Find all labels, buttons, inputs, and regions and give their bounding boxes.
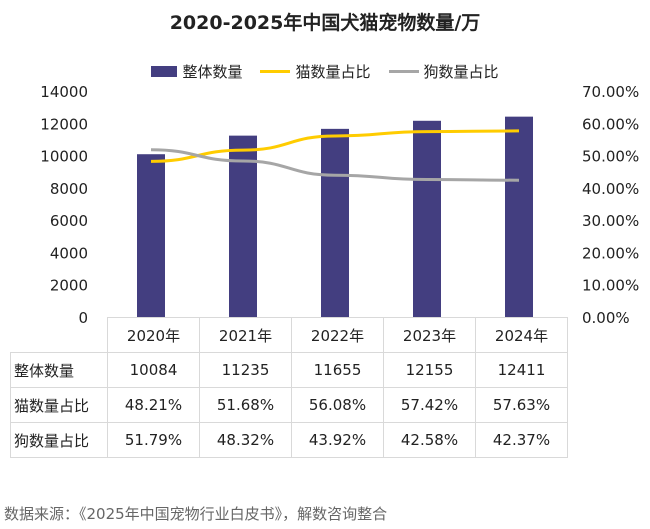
bar bbox=[321, 128, 349, 317]
table-cell: 10084 bbox=[107, 352, 200, 388]
table-cell: 43.92% bbox=[291, 422, 384, 458]
left-axis-tick-label: 2000 bbox=[50, 277, 88, 295]
legend-item-cat: 猫数量占比 bbox=[260, 61, 371, 82]
source-note: 数据来源：《2025年中国宠物行业白皮书》，解数咨询整合 bbox=[4, 505, 388, 523]
table-cell: 48.32% bbox=[199, 422, 292, 458]
right-axis-tick-label: 50.00% bbox=[582, 148, 639, 166]
row-label: 狗数量占比 bbox=[10, 422, 108, 458]
legend-item-total: 整体数量 bbox=[151, 61, 242, 82]
data-table: 2020年 2021年 2022年 2023年 2024年 整体数量 10084… bbox=[10, 317, 568, 458]
bar bbox=[505, 116, 533, 317]
line-series-dog bbox=[150, 148, 520, 182]
bar bbox=[137, 154, 165, 317]
table-cell: 11235 bbox=[199, 352, 292, 388]
table-cell: 51.68% bbox=[199, 387, 292, 423]
table-row: 猫数量占比 48.21% 51.68% 56.08% 57.42% 57.63% bbox=[10, 387, 568, 423]
row-label: 猫数量占比 bbox=[10, 387, 108, 423]
table-header-cell: 2021年 bbox=[199, 317, 292, 353]
legend-label: 猫数量占比 bbox=[295, 63, 371, 81]
right-axis-tick-label: 20.00% bbox=[582, 244, 639, 262]
table-header-cell: 2020年 bbox=[107, 317, 200, 353]
right-axis-tick-label: 10.00% bbox=[582, 277, 639, 295]
left-axis-tick-label: 12000 bbox=[40, 115, 88, 133]
table-cell: 48.21% bbox=[107, 387, 200, 423]
line-series-cat bbox=[150, 129, 520, 163]
left-axis-tick-label: 0 bbox=[78, 309, 88, 327]
table-cell: 51.79% bbox=[107, 422, 200, 458]
table-header-row: 2020年 2021年 2022年 2023年 2024年 bbox=[11, 317, 568, 353]
legend-item-dog: 狗数量占比 bbox=[388, 61, 499, 82]
bar bbox=[229, 135, 257, 317]
legend-swatch bbox=[151, 66, 178, 77]
table-header-cell: 2022年 bbox=[291, 317, 384, 353]
row-label: 整体数量 bbox=[10, 352, 108, 388]
table-row: 整体数量 10084 11235 11655 12155 12411 bbox=[10, 352, 568, 388]
legend-swatch bbox=[260, 70, 291, 73]
left-axis-tick-label: 10000 bbox=[40, 148, 88, 166]
chart-title: 2020-2025年中国犬猫宠物数量/万 bbox=[169, 12, 481, 34]
legend: 整体数量 猫数量占比 狗数量占比 bbox=[0, 61, 650, 82]
table-cell: 11655 bbox=[291, 352, 384, 388]
right-axis-tick-label: 60.00% bbox=[582, 115, 639, 133]
left-axis-tick-label: 14000 bbox=[40, 83, 88, 101]
right-axis-tick-label: 0.00% bbox=[582, 309, 630, 327]
right-axis-tick-label: 30.00% bbox=[582, 212, 639, 230]
left-axis-tick-label: 4000 bbox=[50, 244, 88, 262]
legend-label: 狗数量占比 bbox=[423, 63, 499, 81]
table-header-cell: 2024年 bbox=[475, 317, 568, 353]
table-cell: 42.37% bbox=[475, 422, 568, 458]
left-axis-tick-label: 8000 bbox=[50, 180, 88, 198]
table-cell: 12155 bbox=[383, 352, 476, 388]
table-cell: 12411 bbox=[475, 352, 568, 388]
table-cell: 42.58% bbox=[383, 422, 476, 458]
table-row: 狗数量占比 51.79% 48.32% 43.92% 42.58% 42.37% bbox=[10, 422, 568, 458]
bar bbox=[413, 120, 441, 317]
right-axis-tick-label: 40.00% bbox=[582, 180, 639, 198]
legend-label: 整体数量 bbox=[182, 63, 243, 81]
table-cell: 57.63% bbox=[475, 387, 568, 423]
left-axis-tick-label: 6000 bbox=[50, 212, 88, 230]
table-header-cell: 2023年 bbox=[383, 317, 476, 353]
legend-swatch bbox=[388, 70, 419, 73]
right-axis-tick-label: 70.00% bbox=[582, 83, 639, 101]
table-cell: 56.08% bbox=[291, 387, 384, 423]
table-cell: 57.42% bbox=[383, 387, 476, 423]
